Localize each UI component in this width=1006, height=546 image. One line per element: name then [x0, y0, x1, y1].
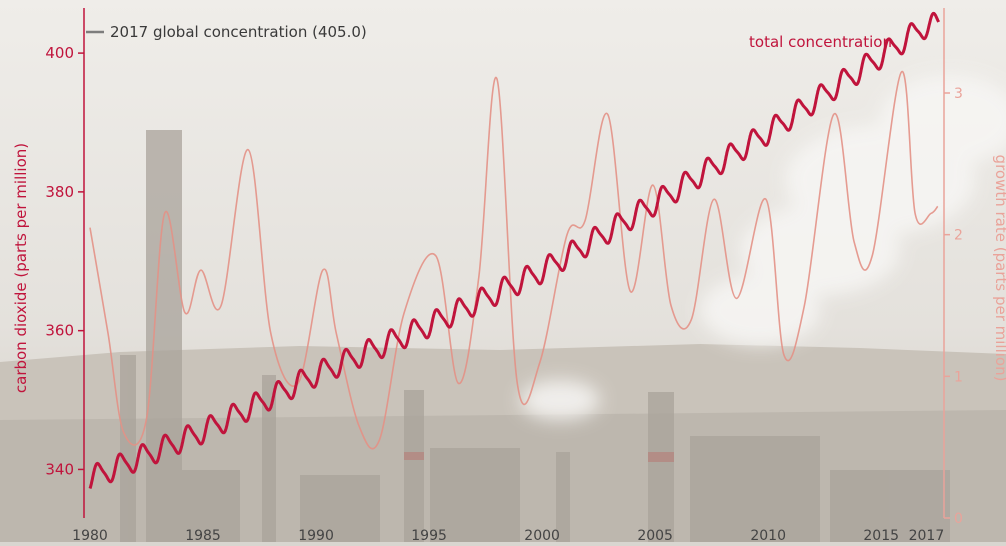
x-tick-label: 2005 — [637, 528, 673, 542]
total-series-label: total concentration — [749, 33, 892, 51]
x-axis: 1980 1985 1990 1995 2000 2005 2010 2015 2017 — [72, 528, 945, 544]
x-tick-label: 2017 — [909, 528, 945, 542]
x-tick-label: 1995 — [411, 528, 447, 542]
left-tick-label: 340 — [45, 460, 74, 478]
left-axis-title: carbon dioxide (parts per million) — [12, 143, 30, 393]
left-tick-label: 400 — [45, 44, 74, 62]
growth-rate-line — [89, 70, 939, 450]
right-axis-title: growth rate (parts per million) — [992, 155, 1006, 382]
x-tick-label: 2010 — [750, 528, 786, 542]
right-tick-label: 0 — [954, 511, 963, 527]
x-tick-label: 2000 — [524, 528, 560, 542]
x-tick-label: 1985 — [185, 528, 221, 542]
right-axis: 0 1 2 3 — [943, 8, 963, 527]
reference-label: 2017 global concentration (405.0) — [110, 23, 367, 41]
right-tick-label: 2 — [954, 228, 963, 244]
left-tick-label: 380 — [45, 183, 74, 201]
right-tick-label: 3 — [954, 86, 963, 102]
x-tick-label: 1990 — [298, 528, 334, 542]
right-tick-label: 1 — [954, 369, 963, 385]
left-axis: 340 360 380 400 — [45, 8, 85, 518]
x-tick-label: 2015 — [863, 528, 899, 542]
left-tick-label: 360 — [45, 322, 74, 340]
x-tick-label: 1980 — [72, 528, 108, 542]
total-concentration-line — [88, 11, 940, 490]
